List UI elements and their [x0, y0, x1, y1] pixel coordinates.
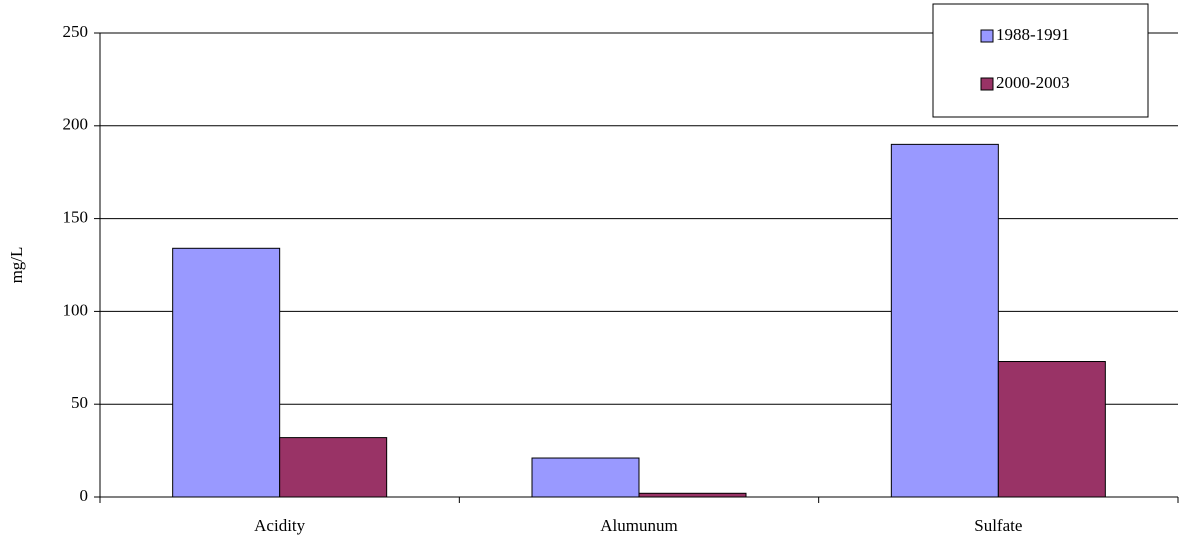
- legend-label: 2000-2003: [996, 73, 1070, 92]
- bar: [997, 361, 1106, 498]
- y-tick-label: 200: [63, 115, 89, 134]
- bar: [531, 457, 640, 498]
- legend-label: 1988-1991: [996, 25, 1070, 44]
- y-tick-label: 100: [63, 300, 89, 319]
- y-tick-label: 0: [80, 486, 89, 505]
- y-tick-label: 250: [63, 22, 89, 41]
- y-tick-label: 50: [71, 393, 88, 412]
- legend-swatch: [980, 29, 994, 43]
- x-tick-label: Alumunum: [600, 516, 677, 535]
- bar: [172, 247, 281, 498]
- bar: [638, 492, 747, 498]
- bar: [279, 437, 388, 498]
- legend-box: [932, 3, 1149, 118]
- legend-swatch: [980, 77, 994, 91]
- y-axis-label: mg/L: [7, 247, 26, 284]
- x-tick-label: Acidity: [254, 516, 305, 535]
- bar: [890, 143, 999, 498]
- y-tick-label: 150: [63, 208, 89, 227]
- x-tick-label: Sulfate: [974, 516, 1022, 535]
